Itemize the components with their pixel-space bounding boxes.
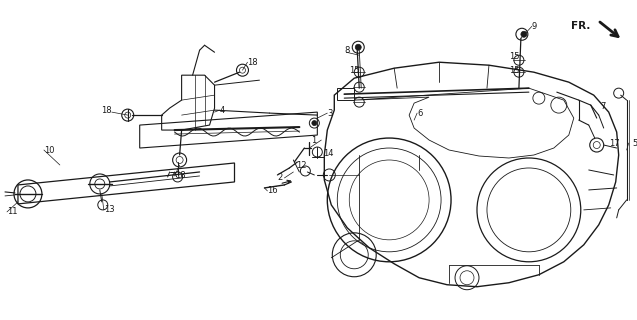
Text: 5: 5 <box>633 139 637 148</box>
Text: 2: 2 <box>277 173 283 182</box>
Text: 15: 15 <box>509 66 519 75</box>
Text: FR.: FR. <box>571 21 590 31</box>
Text: 6: 6 <box>417 108 422 117</box>
Text: 4: 4 <box>220 106 225 115</box>
Text: 16: 16 <box>268 187 278 196</box>
Text: 17: 17 <box>609 139 619 148</box>
Text: 3: 3 <box>327 108 333 117</box>
Text: 1: 1 <box>311 136 317 145</box>
Text: 18: 18 <box>175 172 185 180</box>
Text: 9: 9 <box>532 22 537 31</box>
Text: 15: 15 <box>509 52 519 61</box>
Text: 8: 8 <box>344 46 350 55</box>
Text: 12: 12 <box>296 162 307 171</box>
Text: 18: 18 <box>248 58 258 67</box>
Text: 13: 13 <box>104 205 115 214</box>
Circle shape <box>312 121 317 125</box>
Text: 14: 14 <box>324 148 334 157</box>
Text: 18: 18 <box>101 106 111 115</box>
Text: 15: 15 <box>349 66 360 75</box>
Circle shape <box>355 44 361 50</box>
Text: 10: 10 <box>44 146 54 155</box>
Circle shape <box>521 31 527 37</box>
Text: 7: 7 <box>601 102 606 111</box>
Text: 11: 11 <box>7 207 17 216</box>
